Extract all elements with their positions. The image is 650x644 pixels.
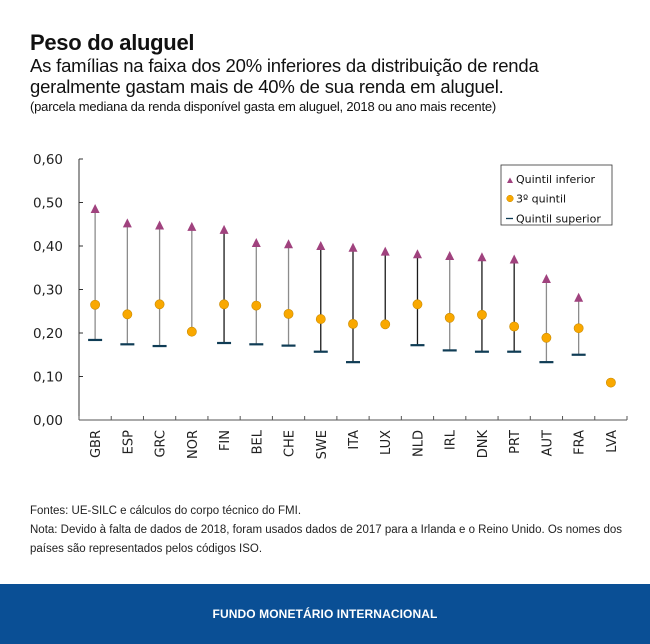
bottom-quintile-marker <box>90 204 100 214</box>
third-quintile-marker <box>509 321 520 332</box>
x-tick-label: SWE <box>315 430 330 459</box>
x-tick-label: ESP <box>121 430 136 454</box>
third-quintile-marker <box>477 309 487 320</box>
third-quintile-marker <box>444 312 455 323</box>
bottom-quintile-marker <box>412 249 422 259</box>
legend-label-bottom-quintile: Quintil inferior <box>516 173 596 186</box>
x-tick-label: LUX <box>379 430 394 455</box>
third-quintile-marker <box>283 308 294 319</box>
chart-subtitle: As famílias na faixa dos 20% inferiores … <box>30 55 539 97</box>
x-tick-label: DNK <box>476 430 491 459</box>
third-quintile-marker <box>573 323 584 334</box>
bottom-quintile-marker <box>477 252 487 262</box>
x-tick-label: GRC <box>154 430 169 458</box>
third-quintile-marker <box>315 314 326 324</box>
x-tick-label: FRA <box>573 430 588 455</box>
bottom-quintile-marker <box>348 242 358 252</box>
bottom-quintile-marker <box>155 220 165 230</box>
sources-note: Fontes: UE-SILC e cálculos do corpo técn… <box>30 505 302 517</box>
third-quintile-marker <box>186 326 197 337</box>
x-axis: GBR ESP GRC NOR FIN BEL CHE SWE ITA LUX NLD IRL DNK P… <box>78 416 628 459</box>
x-tick-label: BEL <box>250 429 265 454</box>
third-quintile-marker <box>122 309 133 320</box>
y-axis: 0,00 0,10 0,20 0,30 0,40 0,50 0,60 <box>33 152 83 429</box>
y-tick-label: 0,50 <box>33 196 63 212</box>
data-marks <box>88 204 616 388</box>
footer-org-name: FUNDO MONETÁRIO INTERNACIONAL <box>212 607 438 621</box>
legend-circle-icon <box>506 194 514 203</box>
x-tick-label: CHE <box>283 430 298 457</box>
x-tick-label: AUT <box>540 430 555 456</box>
chart-title: Peso do aluguel <box>30 30 195 55</box>
bottom-quintile-marker <box>251 237 261 247</box>
y-tick-label: 0,40 <box>33 239 63 255</box>
x-tick-label: NLD <box>411 430 426 457</box>
x-tick-label: ITA <box>347 430 362 450</box>
legend: Quintil inferior 3º quintil Quintil supe… <box>500 164 613 226</box>
legend-label-top-quintile: Quintil superior <box>516 213 601 226</box>
x-tick-label: IRL <box>444 429 459 450</box>
bottom-quintile-marker <box>122 218 132 228</box>
y-tick-label: 0,00 <box>33 413 63 429</box>
third-quintile-marker <box>541 332 552 343</box>
y-tick-label: 0,20 <box>33 326 63 342</box>
bottom-quintile-marker <box>219 224 229 234</box>
third-quintile-marker <box>412 299 423 310</box>
third-quintile-marker <box>348 318 358 329</box>
x-tick-label: LVA <box>605 430 620 453</box>
third-quintile-marker <box>251 300 262 311</box>
x-tick-label: GBR <box>89 430 104 458</box>
chart-notes: Fontes: UE-SILC e cálculos do corpo técn… <box>30 502 630 559</box>
y-tick-label: 0,30 <box>33 283 63 299</box>
bottom-quintile-marker <box>316 241 326 250</box>
range-dot-chart: 0,00 0,10 0,20 0,30 0,40 0,50 0,60 GBR ESP GRC NO… <box>33 152 628 459</box>
third-quintile-marker <box>219 299 229 310</box>
bottom-quintile-marker <box>187 221 197 231</box>
bottom-quintile-marker <box>509 254 519 264</box>
third-quintile-marker <box>380 319 391 330</box>
third-quintile-marker <box>154 299 165 310</box>
x-tick-label: NOR <box>186 430 201 459</box>
y-tick-label: 0,10 <box>33 370 63 386</box>
bottom-quintile-marker <box>574 292 584 302</box>
third-quintile-marker <box>90 299 101 310</box>
bottom-quintile-marker <box>284 239 294 249</box>
bottom-quintile-marker <box>541 274 551 284</box>
chart-units-note: (parcela mediana da renda disponível gas… <box>30 99 497 114</box>
third-quintile-marker <box>605 377 616 388</box>
footer-banner: FUNDO MONETÁRIO INTERNACIONAL <box>0 584 650 644</box>
bottom-quintile-marker <box>380 246 390 256</box>
legend-label-third-quintile: 3º quintil <box>516 193 566 206</box>
legend-box <box>500 164 613 226</box>
y-tick-label: 0,60 <box>33 152 63 168</box>
legend-triangle-icon <box>507 177 513 183</box>
bottom-quintile-marker <box>445 251 455 261</box>
footnote: Nota: Devido à falta de dados de 2018, f… <box>30 524 622 555</box>
x-tick-label: PRT <box>508 430 523 454</box>
x-tick-label: FIN <box>218 430 233 451</box>
